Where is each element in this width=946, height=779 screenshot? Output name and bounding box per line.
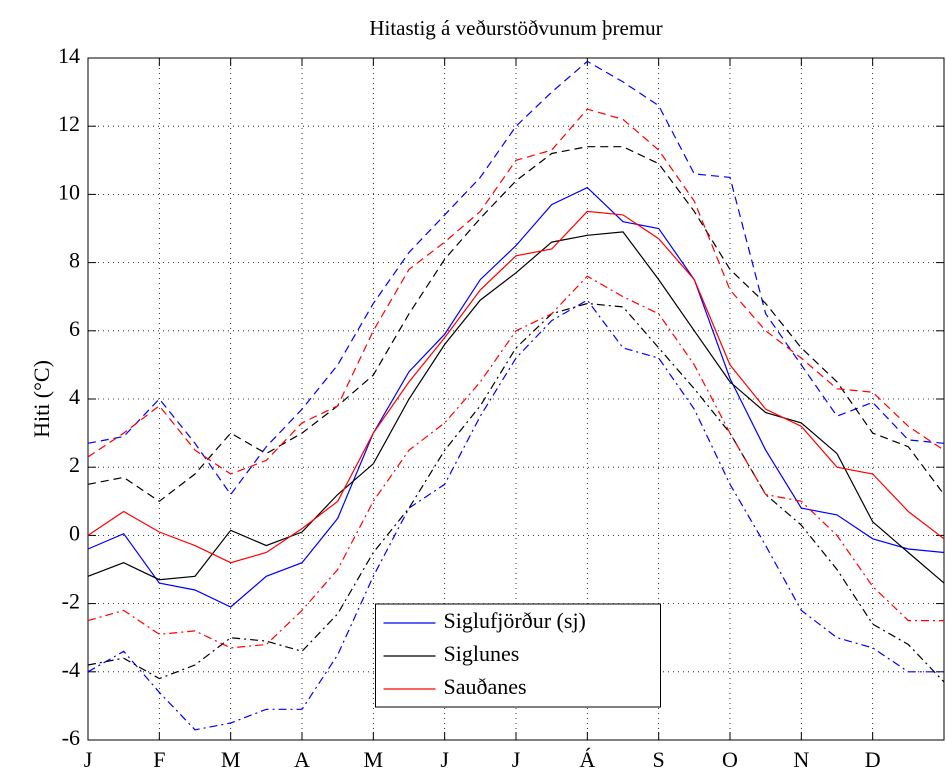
x-tick-label: N: [793, 747, 809, 772]
legend-label: Siglufjörður (sj): [444, 608, 586, 633]
x-tick-label: J: [440, 747, 449, 772]
x-tick-label: A: [294, 747, 310, 772]
y-tick-label: 10: [58, 179, 80, 204]
chart-title: Hitastig á veðurstöðvunum þremur: [369, 16, 662, 40]
series-line: [87, 299, 944, 731]
x-tick-label: O: [722, 747, 738, 772]
y-axis-label: Hiti (°C): [29, 360, 54, 438]
y-tick-label: 6: [69, 316, 80, 341]
series-line: [87, 60, 945, 496]
series-line: [87, 231, 945, 584]
x-tick-label: J: [84, 747, 93, 772]
y-tick-label: -4: [62, 657, 80, 682]
y-tick-label: 14: [58, 43, 80, 68]
x-tick-label: J: [512, 747, 521, 772]
x-tick-label: D: [865, 747, 881, 772]
series-line: [87, 275, 944, 649]
legend-label: Sauðanes: [444, 674, 527, 699]
y-tick-label: 2: [69, 452, 80, 477]
y-tick-label: 8: [69, 248, 80, 273]
y-tick-label: 4: [69, 384, 80, 409]
y-tick-label: 0: [69, 520, 80, 545]
series-line: [87, 210, 945, 564]
x-tick-label: S: [653, 747, 665, 772]
x-tick-label: F: [153, 747, 165, 772]
series-line: [87, 108, 945, 475]
legend-label: Siglunes: [444, 641, 520, 666]
x-tick-label: Á: [579, 747, 595, 772]
y-tick-label: 12: [58, 111, 80, 136]
plot-frame: [87, 57, 945, 741]
series-line: [87, 302, 945, 683]
y-tick-label: -2: [62, 589, 80, 614]
series-line: [87, 186, 945, 608]
x-tick-label: M: [221, 747, 241, 772]
x-tick-label: M: [364, 747, 384, 772]
y-tick-label: -6: [62, 725, 80, 750]
